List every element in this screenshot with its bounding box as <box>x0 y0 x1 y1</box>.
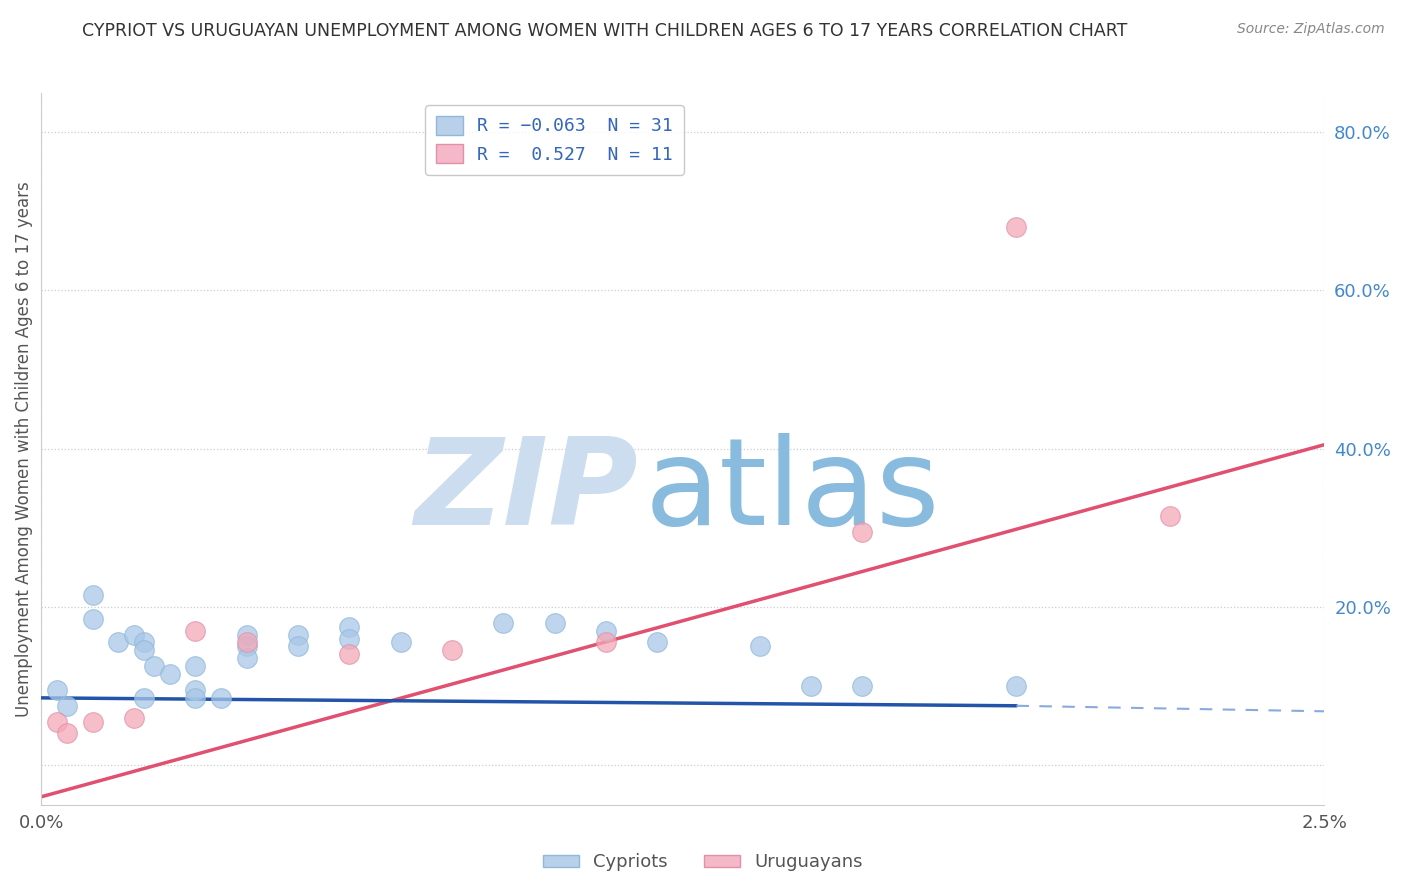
Point <box>492 615 515 630</box>
Point <box>800 679 823 693</box>
Point <box>440 643 463 657</box>
Point <box>235 635 257 649</box>
Point <box>235 627 257 641</box>
Text: Source: ZipAtlas.com: Source: ZipAtlas.com <box>1237 22 1385 37</box>
Point <box>56 726 79 740</box>
Text: ZIP: ZIP <box>415 433 638 549</box>
Y-axis label: Unemployment Among Women with Children Ages 6 to 17 years: Unemployment Among Women with Children A… <box>15 181 32 716</box>
Point <box>235 640 257 654</box>
Point <box>82 588 104 602</box>
Point <box>184 624 207 638</box>
Point <box>209 690 232 705</box>
Point <box>132 690 155 705</box>
Point <box>595 624 617 638</box>
Point <box>543 615 565 630</box>
Point <box>337 632 360 646</box>
Legend: Cypriots, Uruguayans: Cypriots, Uruguayans <box>536 847 870 879</box>
Legend: R = −0.063  N = 31, R =  0.527  N = 11: R = −0.063 N = 31, R = 0.527 N = 11 <box>425 105 685 175</box>
Point <box>1159 508 1181 523</box>
Point <box>45 714 67 729</box>
Point <box>184 659 207 673</box>
Point <box>645 635 668 649</box>
Point <box>82 714 104 729</box>
Point <box>748 640 770 654</box>
Point <box>122 627 145 641</box>
Point <box>389 635 412 649</box>
Point <box>287 627 309 641</box>
Point <box>287 640 309 654</box>
Point <box>132 643 155 657</box>
Point <box>143 659 166 673</box>
Point <box>159 667 181 681</box>
Point <box>56 698 79 713</box>
Point <box>132 635 155 649</box>
Text: atlas: atlas <box>644 433 941 549</box>
Point <box>107 635 129 649</box>
Point <box>235 651 257 665</box>
Point <box>1005 679 1028 693</box>
Point <box>82 612 104 626</box>
Point <box>122 711 145 725</box>
Point <box>851 524 873 539</box>
Point <box>45 682 67 697</box>
Point <box>337 620 360 634</box>
Point <box>595 635 617 649</box>
Text: CYPRIOT VS URUGUAYAN UNEMPLOYMENT AMONG WOMEN WITH CHILDREN AGES 6 TO 17 YEARS C: CYPRIOT VS URUGUAYAN UNEMPLOYMENT AMONG … <box>82 22 1128 40</box>
Point <box>184 690 207 705</box>
Point <box>1005 220 1028 235</box>
Point <box>337 648 360 662</box>
Point <box>851 679 873 693</box>
Point <box>184 682 207 697</box>
